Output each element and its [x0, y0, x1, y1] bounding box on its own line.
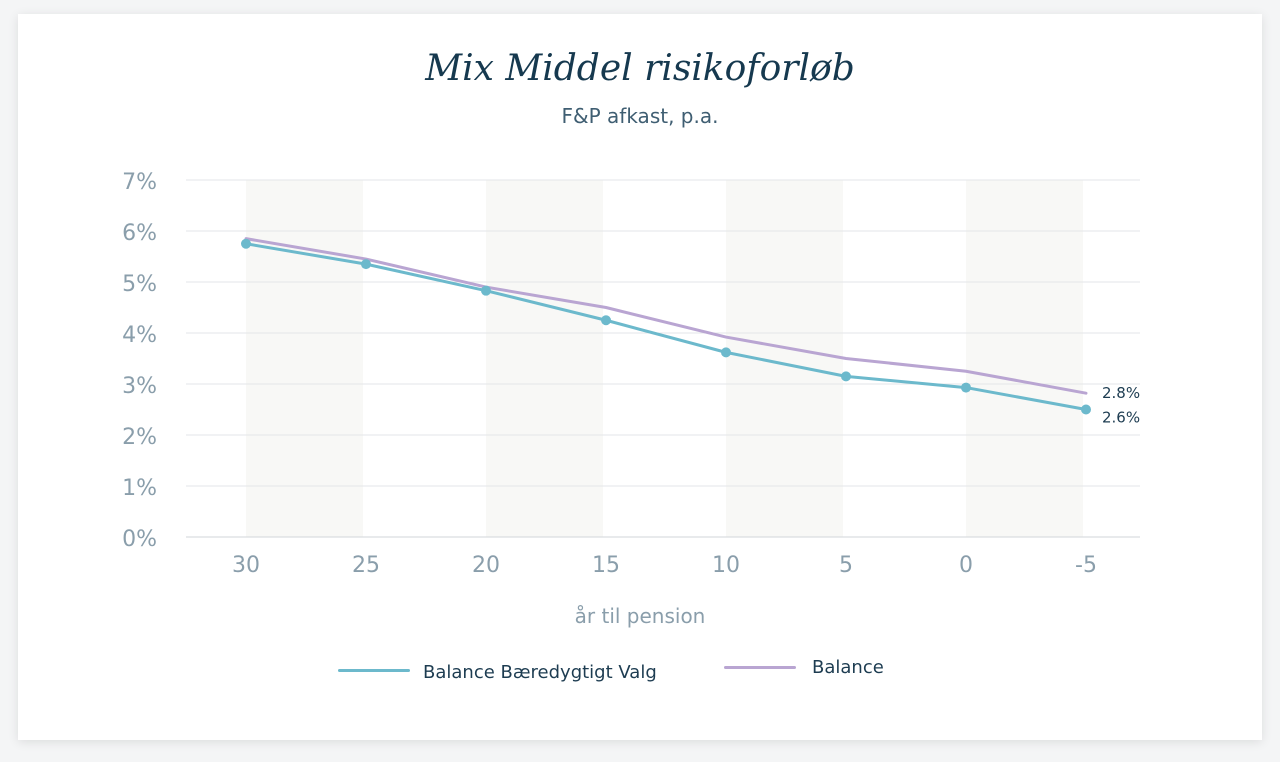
x-tick-label: 5: [839, 553, 853, 578]
x-tick-label: 25: [352, 553, 380, 578]
y-tick-label: 5%: [122, 272, 157, 297]
data-point: [961, 382, 971, 393]
x-tick-label: 30: [232, 553, 260, 578]
end-label-balance-baeredygtigt-valg: 2.6%: [1102, 409, 1140, 427]
background-band: [966, 180, 1083, 537]
data-point: [361, 259, 371, 270]
y-tick-label: 2%: [122, 425, 157, 450]
x-tick-label: 0: [959, 553, 973, 578]
x-tick-label: 10: [712, 553, 740, 578]
y-tick-label: 3%: [122, 374, 157, 399]
x-tick-label: -5: [1075, 553, 1097, 578]
x-tick-label: 15: [592, 553, 620, 578]
chart-title: Mix Middel risikoforløb: [425, 48, 855, 89]
data-point: [1081, 404, 1091, 415]
y-tick-label: 4%: [122, 323, 157, 348]
x-tick-label: 20: [472, 553, 500, 578]
y-tick-label: 7%: [122, 170, 157, 195]
data-point: [721, 347, 731, 358]
background-band: [486, 180, 603, 537]
y-tick-label: 1%: [122, 476, 157, 501]
chart-subtitle: F&P afkast, p.a.: [561, 104, 719, 128]
end-label-balance: 2.8%: [1102, 384, 1140, 402]
data-point: [841, 371, 851, 382]
legend-swatch-balance: [724, 666, 796, 669]
legend-label-balance: Balance: [812, 657, 884, 678]
data-point: [241, 238, 251, 249]
x-axis-label: år til pension: [575, 604, 706, 628]
y-tick-label: 0%: [122, 527, 157, 552]
y-tick-label: 6%: [122, 221, 157, 246]
legend-swatch-balance-baeredygtigt-valg: [338, 669, 410, 672]
background-band: [246, 180, 363, 537]
data-point: [601, 315, 611, 326]
background-band: [726, 180, 843, 537]
series-line-balance-baeredygtigt-valg: [244, 242, 1088, 411]
legend-label-balance-baeredygtigt-valg: Balance Bæredygtigt Valg: [423, 662, 657, 683]
series-line-balance: [244, 237, 1088, 395]
data-point: [481, 285, 491, 296]
